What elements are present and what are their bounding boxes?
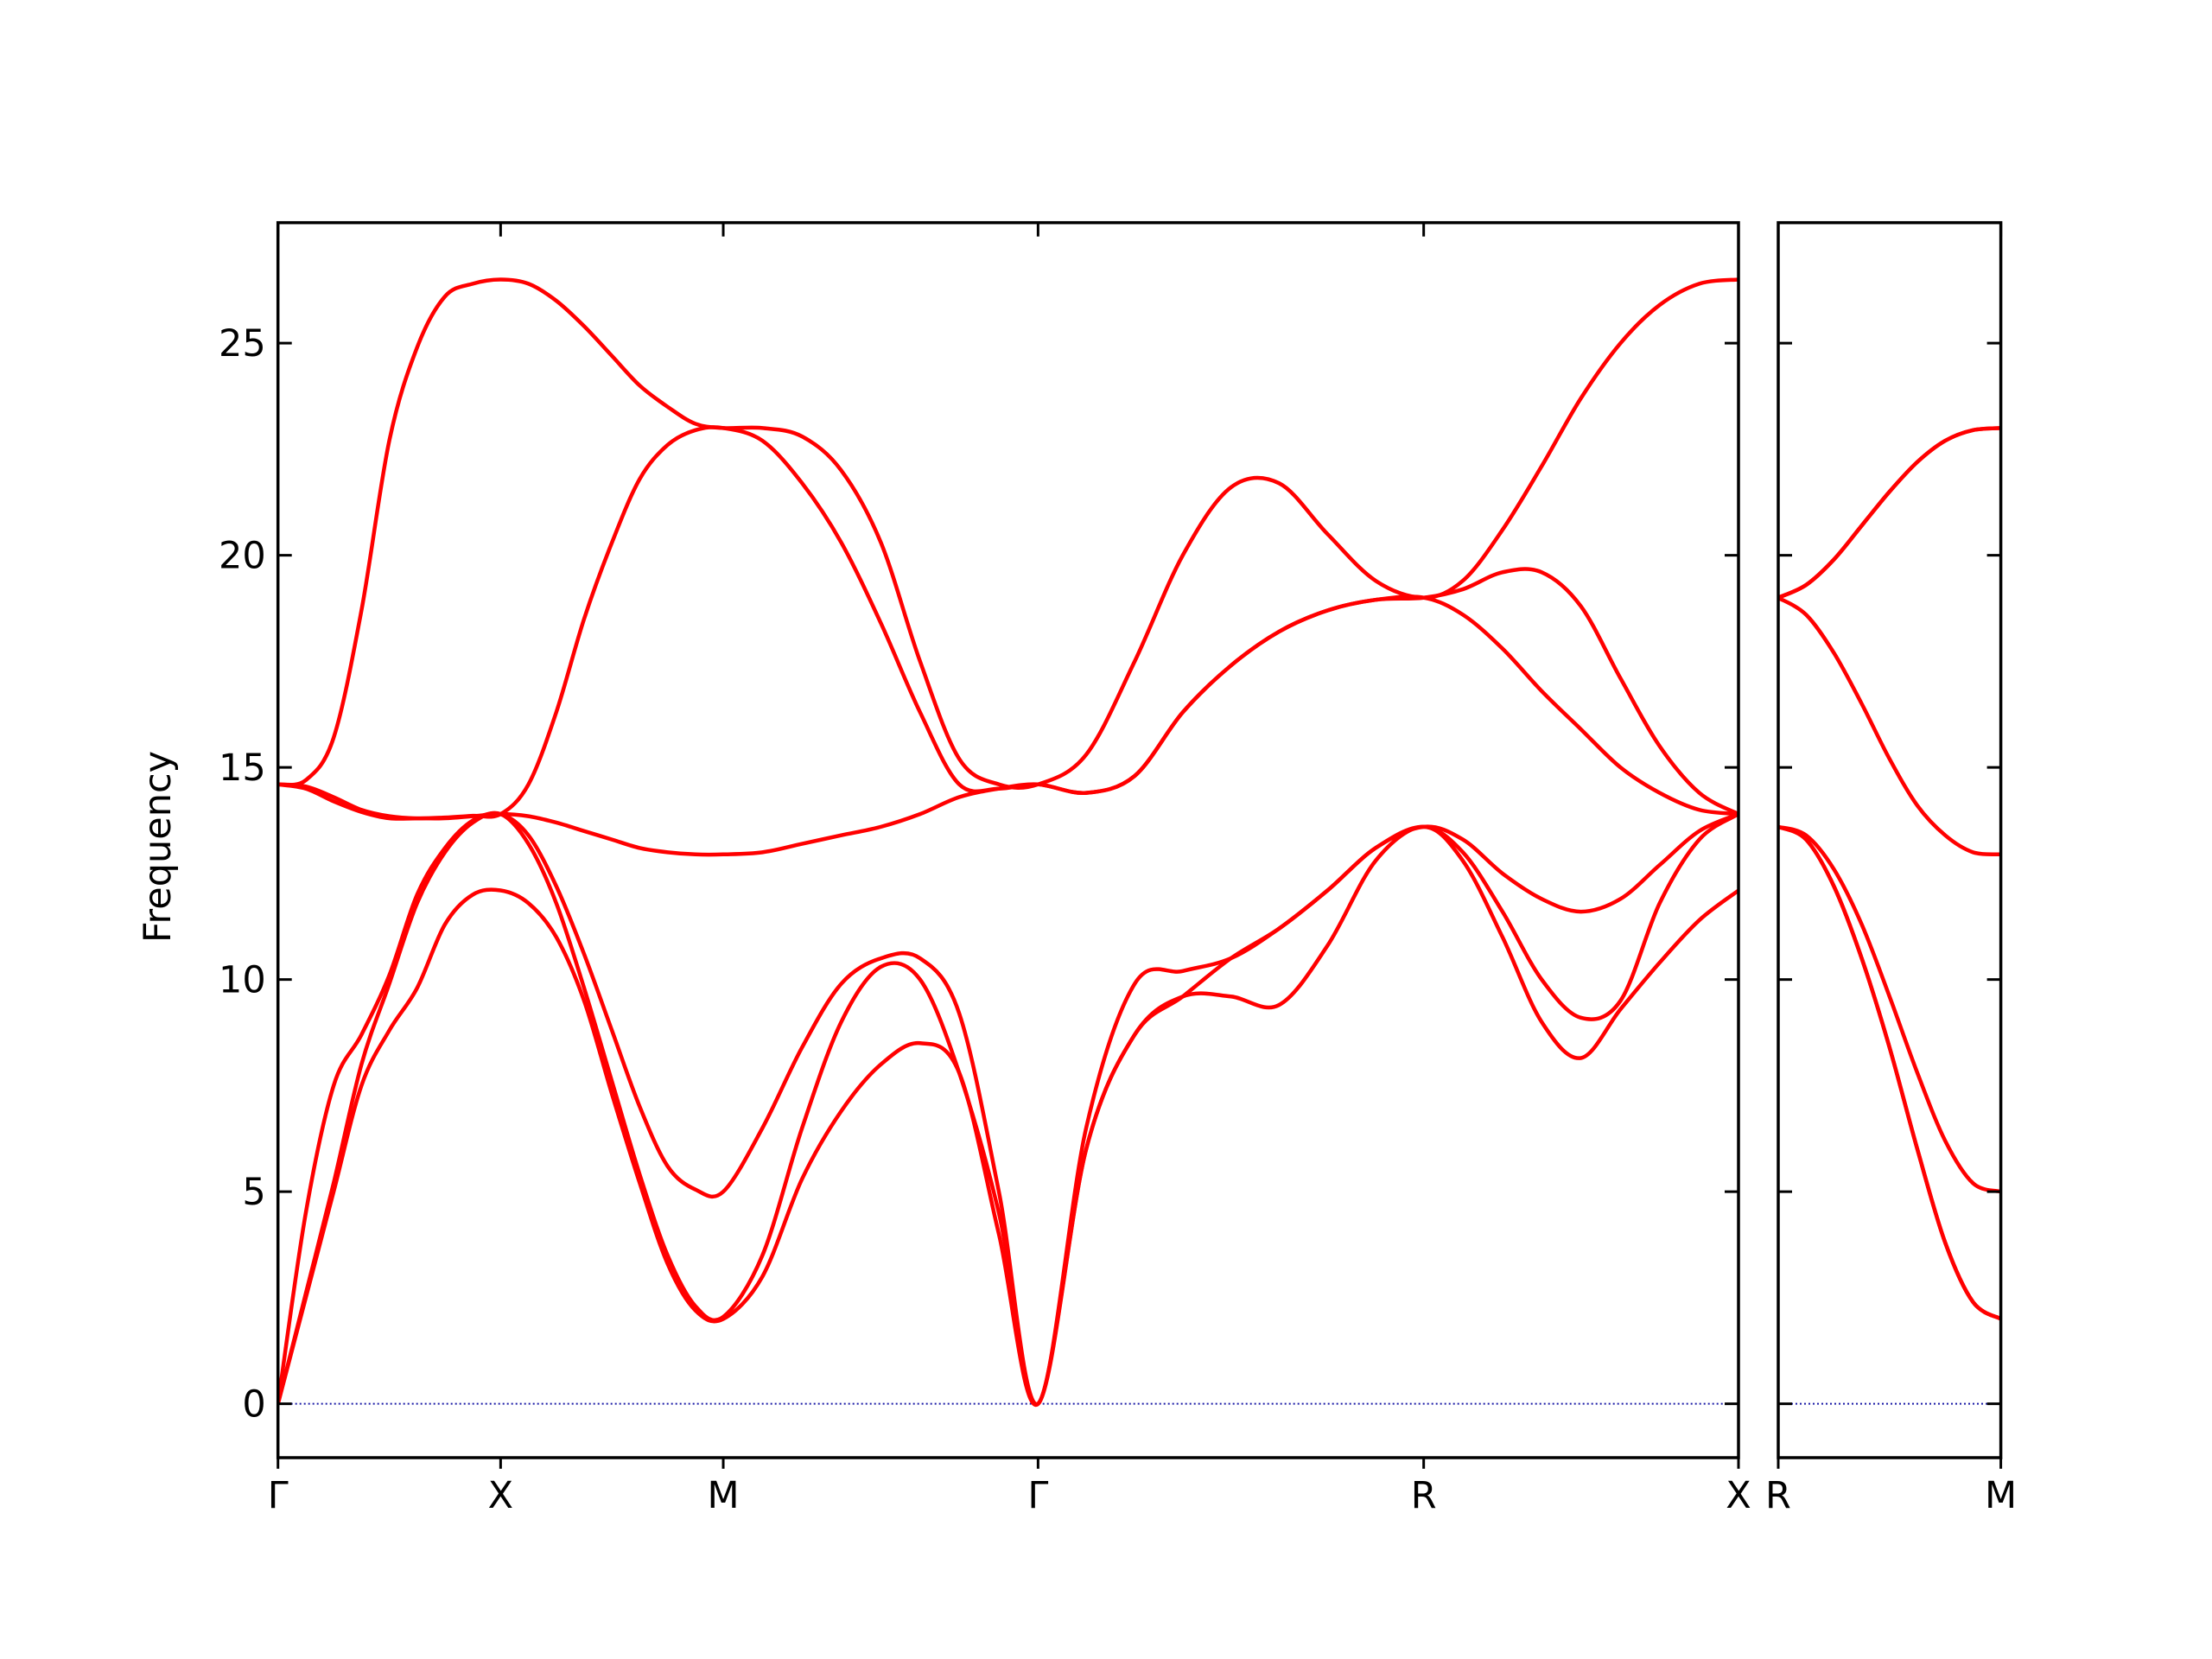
y-tick-label: 25 xyxy=(219,322,266,365)
x-tick-label: M xyxy=(1985,1474,2017,1517)
x-tick-label: R xyxy=(1411,1474,1437,1517)
plot-frame xyxy=(276,220,1740,1459)
band-line xyxy=(1778,824,2001,1194)
band-line xyxy=(1778,426,2001,600)
x-tick-label: X xyxy=(488,1474,513,1517)
x-tick-label: R xyxy=(1765,1474,1791,1517)
band-line xyxy=(277,425,1739,821)
band-line xyxy=(1778,824,2001,1321)
band-line xyxy=(1778,595,2001,857)
band-line xyxy=(277,810,1739,1407)
band-line xyxy=(277,810,1739,1407)
x-tick-label: Γ xyxy=(268,1474,289,1517)
y-tick-label: 10 xyxy=(219,959,266,1002)
y-tick-label: 15 xyxy=(219,747,266,790)
y-axis-label: Frequency xyxy=(137,751,180,943)
y-tick-label: 20 xyxy=(219,535,266,578)
band-line xyxy=(1778,426,2001,600)
band-line xyxy=(1778,824,2001,1321)
x-tick-label: X xyxy=(1726,1474,1751,1517)
y-tick-label: 0 xyxy=(242,1383,265,1427)
y-tick-label: 5 xyxy=(242,1171,265,1214)
x-tick-label: M xyxy=(707,1474,739,1517)
band-line xyxy=(277,824,1739,1408)
x-tick-label: Γ xyxy=(1027,1474,1048,1517)
band-line xyxy=(277,277,1739,791)
plot-frame xyxy=(1777,220,2003,1459)
